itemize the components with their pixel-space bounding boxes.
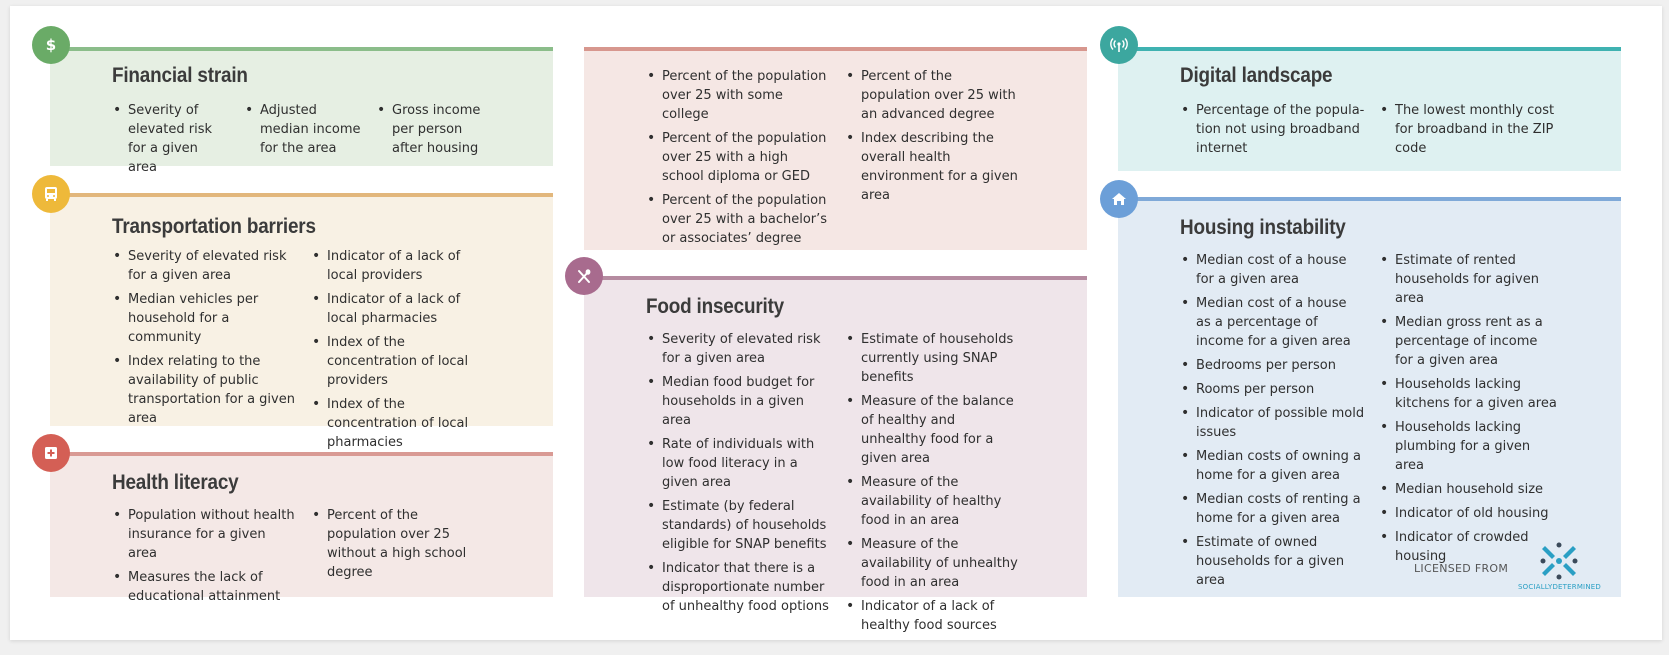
list-item: Median vehicles per house­hold for a com… [112, 290, 297, 347]
licensed-from-text: LICENSED FROM [1414, 562, 1509, 575]
socially-determined-logo [1540, 542, 1578, 580]
education-list-2: Percent of the population over 25 with a… [845, 67, 1020, 210]
list-item: Index of the concentration of local phar… [311, 395, 486, 452]
list-item: Measures the lack of educa­tional attain… [112, 568, 297, 606]
list-item: Median gross rent as a percentage of inc… [1379, 313, 1559, 370]
medical-kit-icon [32, 434, 70, 472]
transportation-barriers-list-1: Severity of elevated risk for a given ar… [112, 247, 297, 433]
house-icon [1100, 180, 1138, 218]
list-item: Median costs of renting a home for a giv… [1180, 490, 1365, 528]
financial-strain-list-3: Gross income per person after housing [376, 101, 494, 163]
list-item: Measure of the availability of healthy f… [845, 473, 1020, 530]
list-item: Median food budget for households in a g… [646, 373, 831, 430]
digital-landscape-card: Digital landscape Percentage of the popu… [1118, 47, 1621, 171]
list-item: Population without health insurance for … [112, 506, 297, 563]
list-item: Percent of the population over 25 with a… [646, 191, 831, 248]
list-item: Percentage of the popula­tion not using … [1180, 101, 1365, 158]
list-item: Index relating to the availability of pu… [112, 352, 297, 428]
list-item: Indicator of crowded housing [1379, 528, 1559, 566]
list-item: Percent of the population over 25 with a… [845, 67, 1020, 124]
socially-determined-wordmark: SOCIALLYDETERMINED [1518, 583, 1601, 591]
health-literacy-list-2: Percent of the population over 25 withou… [311, 506, 486, 587]
list-item: Index of the concentration of local prov… [311, 333, 486, 390]
housing-instability-card: Housing instability Median cost of a hou… [1118, 197, 1621, 597]
housing-instability-list-2: Estimate of rented house­holds for agive… [1379, 251, 1559, 571]
financial-strain-card: Financial strain Severity of elevated ri… [50, 47, 553, 175]
list-item: Estimate of rented house­holds for agive… [1379, 251, 1559, 308]
list-item: Percent of the population over 25 with s… [646, 67, 831, 124]
list-item: Indicator of a lack of local pharmacies [311, 290, 486, 328]
list-item: Estimate of owned house­holds for a give… [1180, 533, 1365, 590]
wifi-tower-icon [1100, 26, 1138, 64]
list-item: Gross income per person after housing [376, 101, 494, 158]
financial-strain-title: Financial strain [112, 64, 248, 87]
list-item: Index describing the overall health envi… [845, 129, 1020, 205]
food-insecurity-title: Food insecurity [646, 295, 785, 318]
list-item: Percent of the population over 25 with a… [646, 129, 831, 186]
list-item: Households lacking plumb­ing for a given… [1379, 418, 1559, 475]
food-insecurity-list-2: Estimate of households cur­rently using … [845, 330, 1020, 640]
list-item: Rate of individuals with low food litera… [646, 435, 831, 492]
dollar-icon: $ [32, 26, 70, 64]
bus-icon [32, 175, 70, 213]
list-item: Rooms per person [1180, 380, 1365, 399]
list-item: Median cost of a house as a percentage o… [1180, 294, 1365, 351]
list-item: Estimate (by federal standards) of house… [646, 497, 831, 554]
food-insecurity-list-1: Severity of elevated risk for a given ar… [646, 330, 831, 621]
digital-landscape-title: Digital landscape [1180, 64, 1333, 87]
list-item: Bedrooms per person [1180, 356, 1365, 375]
list-item: Median costs of owning a home for a give… [1180, 447, 1365, 485]
list-item: Measure of the availability of unhealthy… [845, 535, 1020, 592]
list-item: Indicator of a lack of healthy food sour… [845, 597, 1020, 635]
food-insecurity-card: Food insecurity Severity of elevated ris… [584, 276, 1087, 633]
financial-strain-list-2: Adjusted median income for the area [244, 101, 362, 163]
fork-spoon-icon [565, 257, 603, 295]
list-item: Severity of elevated risk for a given ar… [112, 101, 230, 177]
list-item: Severity of elevated risk for a given ar… [646, 330, 831, 368]
financial-strain-list-1: Severity of elevated risk for a given ar… [112, 101, 230, 182]
transportation-barriers-list-2: Indicator of a lack of local providers In… [311, 247, 486, 457]
list-item: Indicator of old housing [1379, 504, 1559, 523]
education-card: Percent of the population over 25 with s… [584, 47, 1087, 250]
svg-text:$: $ [46, 36, 56, 54]
health-literacy-title: Health literacy [112, 471, 239, 494]
list-item: Adjusted median income for the area [244, 101, 362, 158]
list-item: Estimate of households cur­rently using … [845, 330, 1020, 387]
list-item: The lowest monthly cost for broadband in… [1379, 101, 1559, 158]
list-item: Households lacking kitchens for a given … [1379, 375, 1559, 413]
transportation-barriers-card: Transportation barriers Severity of elev… [50, 193, 553, 450]
digital-landscape-list-2: The lowest monthly cost for broadband in… [1379, 101, 1559, 163]
list-item: Indicator that there is a disproportiona… [646, 559, 831, 616]
list-item: Indicator of a lack of local providers [311, 247, 486, 285]
list-item: Median cost of a house for a given area [1180, 251, 1365, 289]
list-item: Median household size [1379, 480, 1559, 499]
housing-instability-list-1: Median cost of a house for a given area M… [1180, 251, 1365, 595]
list-item: Percent of the population over 25 withou… [311, 506, 486, 582]
health-literacy-list-1: Population without health insurance for … [112, 506, 297, 611]
housing-instability-title: Housing instability [1180, 216, 1346, 239]
transportation-barriers-title: Transportation barriers [112, 215, 316, 238]
education-list-1: Percent of the population over 25 with s… [646, 67, 831, 253]
list-item: Indicator of possible mold issues [1180, 404, 1365, 442]
digital-landscape-list-1: Percentage of the popula­tion not using … [1180, 101, 1365, 163]
health-literacy-card: Health literacy Population without healt… [50, 452, 553, 604]
list-item: Measure of the balance of healthy and un… [845, 392, 1020, 468]
list-item: Severity of elevated risk for a given ar… [112, 247, 297, 285]
